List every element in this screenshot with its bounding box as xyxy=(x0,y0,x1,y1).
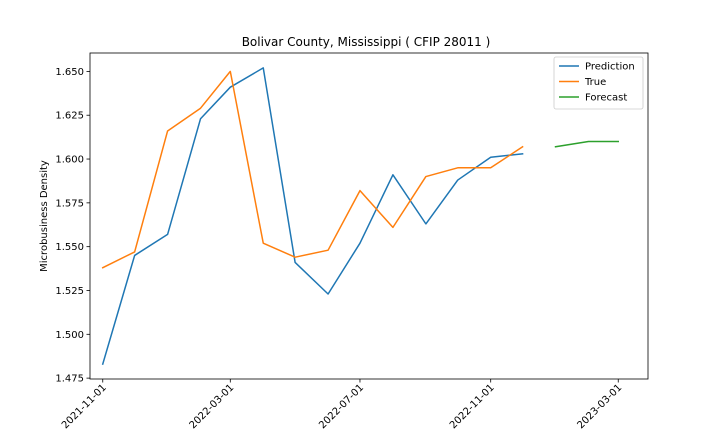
y-tick-label: 1.475 xyxy=(55,374,84,385)
plot-area: 1.475 1.500 1.525 1.550 1.575 1.600 1.625 1.650… xyxy=(55,52,649,431)
y-tick-label: 1.650 xyxy=(55,67,84,78)
series-line-forecast xyxy=(554,140,619,148)
legend: Prediction True Forecast xyxy=(553,56,644,110)
y-tick-label: 1.525 xyxy=(55,286,84,297)
x-tick-label: 2022-07-01 xyxy=(317,382,366,431)
y-axis-label: Microbusiness Density xyxy=(39,160,50,272)
axes-frame xyxy=(89,52,649,380)
x-tick-label: 2022-11-01 xyxy=(448,382,497,431)
y-tick-label: 1.575 xyxy=(55,198,84,209)
x-tick-label: 2022-03-01 xyxy=(188,382,237,431)
legend-label-true: True xyxy=(584,77,606,88)
y-tick-label: 1.625 xyxy=(55,111,84,122)
series-line-prediction xyxy=(101,67,524,366)
legend-label-forecast: Forecast xyxy=(585,93,627,104)
y-tick-label: 1.600 xyxy=(55,155,84,166)
x-tick-label: 2021-11-01 xyxy=(60,382,109,431)
y-tick-label: 1.550 xyxy=(55,242,84,253)
series-line-true xyxy=(101,70,524,269)
legend-label-prediction: Prediction xyxy=(585,62,635,73)
legend-box xyxy=(553,56,644,110)
chart-title: Bolivar County, Mississippi ( CFIP 28011… xyxy=(242,35,491,49)
y-tick-label: 1.500 xyxy=(55,330,84,341)
x-tick-label: 2023-03-01 xyxy=(575,382,624,431)
